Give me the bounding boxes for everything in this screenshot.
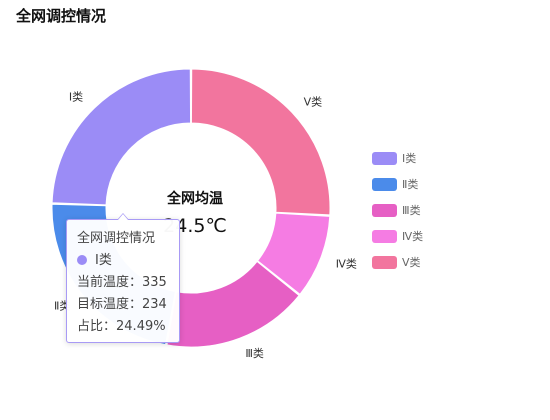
legend-label[interactable]: Ⅴ类: [402, 255, 421, 269]
legend-label[interactable]: Ⅱ类: [402, 177, 418, 191]
tooltip-target-value: 234: [142, 297, 167, 312]
tooltip-current-label: 当前温度：: [77, 275, 143, 290]
tooltip-share-row: 占比：24.49%: [77, 316, 169, 338]
tooltip-series-row: Ⅰ类: [77, 250, 169, 272]
tooltip-share-value: 24.49%: [116, 319, 166, 334]
slice-label: Ⅴ类: [304, 94, 323, 108]
tooltip-target-label: 目标温度：: [77, 297, 143, 312]
pie-slice[interactable]: [190, 68, 331, 216]
tooltip-title: 全网调控情况: [77, 231, 156, 246]
slice-label: Ⅲ类: [245, 346, 264, 360]
legend-label[interactable]: Ⅰ类: [402, 151, 416, 165]
pie-slice[interactable]: [256, 212, 331, 296]
center-title: 全网均温: [166, 190, 223, 207]
tooltip-series: Ⅰ类: [95, 253, 112, 268]
legend-swatch[interactable]: [372, 204, 397, 217]
legend-swatch[interactable]: [372, 256, 397, 269]
tooltip-caret: [117, 213, 129, 220]
tooltip: 全网调控情况 Ⅰ类 当前温度：335 目标温度：234 占比：24.49%: [66, 213, 180, 343]
pie-slice[interactable]: [51, 68, 192, 206]
tooltip-share-label: 占比：: [77, 319, 117, 334]
page-title: 全网调控情况: [16, 7, 107, 25]
tooltip-current-value: 335: [142, 275, 167, 290]
pie-slice[interactable]: [166, 260, 300, 348]
legend-swatch[interactable]: [372, 152, 397, 165]
slice-label: Ⅰ类: [69, 90, 83, 104]
legend-label[interactable]: Ⅳ类: [402, 229, 423, 243]
legend-label[interactable]: Ⅲ类: [402, 203, 421, 217]
legend-swatch[interactable]: [372, 178, 397, 191]
legend-swatch[interactable]: [372, 230, 397, 243]
series-dot-icon: [77, 255, 87, 265]
tooltip-target-row: 目标温度：234: [77, 294, 169, 316]
slice-label: Ⅳ类: [336, 256, 357, 270]
tooltip-current-row: 当前温度：335: [77, 272, 169, 294]
